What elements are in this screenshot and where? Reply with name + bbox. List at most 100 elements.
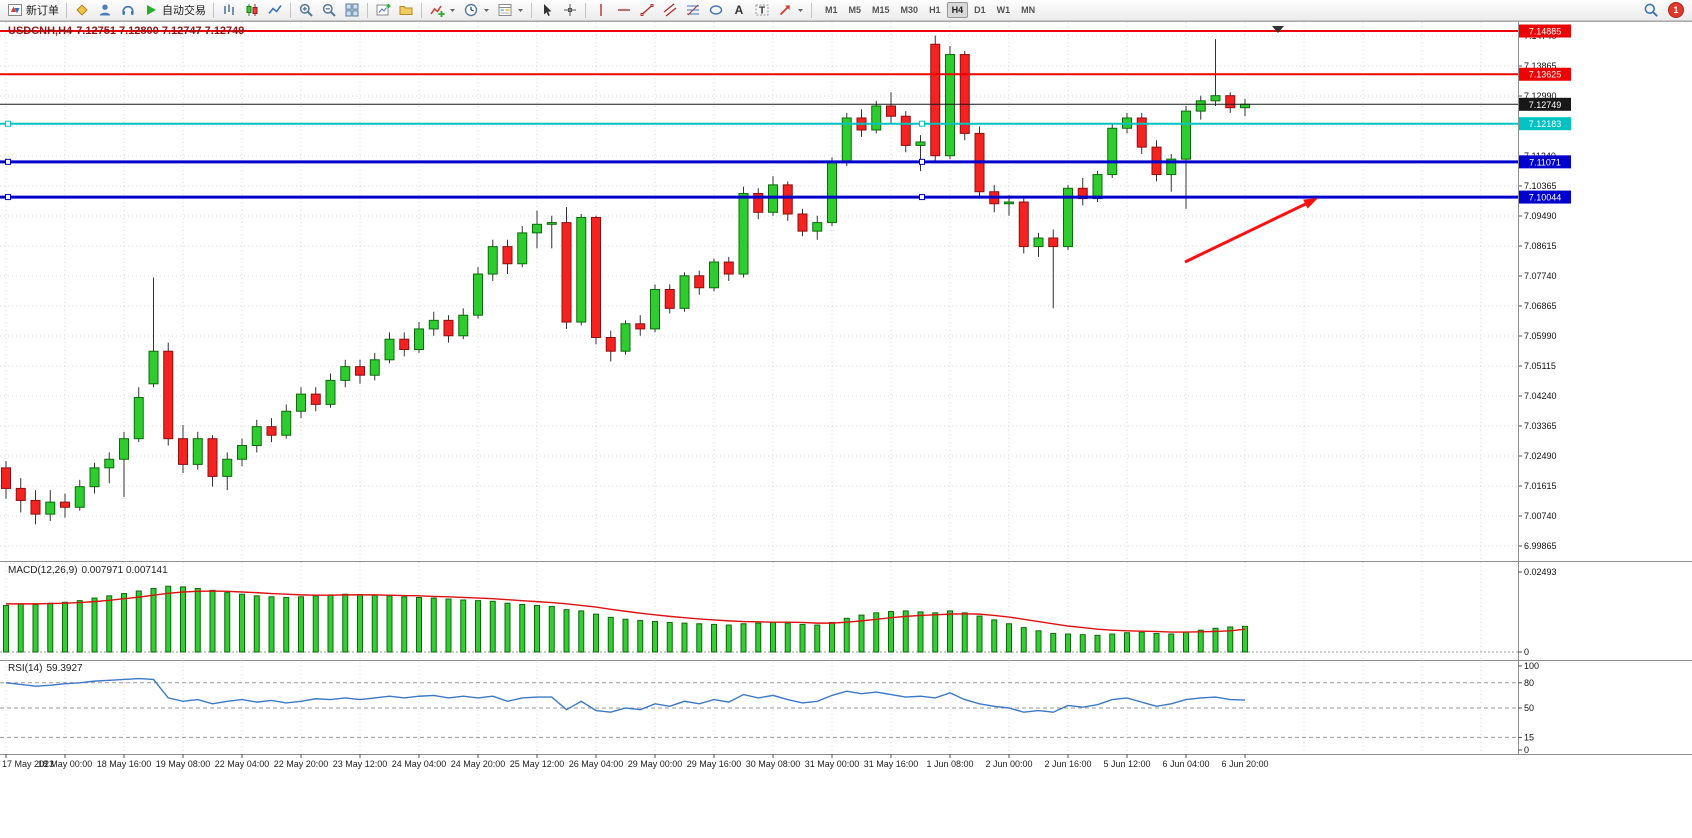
price-label-text: 7.12183 — [1529, 119, 1562, 129]
time-axis-label: 29 May 00:00 — [628, 759, 683, 769]
candle-up — [369, 359, 380, 376]
cursor-button[interactable] — [536, 1, 558, 19]
zoom-out-button[interactable] — [318, 1, 340, 19]
timeframe-button-h1[interactable]: H1 — [924, 2, 946, 18]
vertical-line-button[interactable] — [590, 1, 612, 19]
price-axis-label: 7.06865 — [1524, 301, 1557, 311]
line-chart-button[interactable] — [264, 1, 286, 19]
line-handle[interactable] — [919, 158, 925, 165]
line-handle[interactable] — [5, 158, 11, 165]
timeframe-group: M1 M5 M15 M30 H1 H4 D1 W1 MN — [820, 2, 1040, 18]
time-axis-label: 24 May 20:00 — [451, 759, 506, 769]
tile-windows-button[interactable] — [341, 1, 363, 19]
timeframe-button-w1[interactable]: W1 — [992, 2, 1016, 18]
trend-arrow-line[interactable] — [1184, 202, 1307, 264]
search-button[interactable] — [1640, 1, 1662, 19]
macd-histogram-bar — [47, 602, 54, 653]
symbol-name: USDCNH,H4 — [8, 25, 73, 37]
horizontal-line-button[interactable] — [613, 1, 635, 19]
macd-histogram-bar — [873, 612, 880, 653]
macd-histogram-bar — [607, 616, 614, 653]
macd-histogram-bar — [194, 587, 201, 653]
indicators-button[interactable] — [426, 1, 459, 19]
autotrading-icon — [147, 5, 156, 15]
candle-down — [959, 54, 970, 134]
macd-histogram-bar — [578, 610, 585, 653]
channel-button[interactable] — [659, 1, 681, 19]
macd-histogram-bar — [3, 604, 9, 653]
time-axis-label: 22 May 04:00 — [215, 759, 270, 769]
price-axis-label: 7.05115 — [1524, 361, 1556, 371]
mql5-button[interactable] — [71, 1, 93, 19]
macd-histogram-bar — [475, 600, 481, 653]
toolbar-separator — [66, 2, 67, 18]
trendline-button[interactable] — [636, 1, 658, 19]
time-axis-label: 31 May 16:00 — [864, 759, 919, 769]
line-handle[interactable] — [5, 194, 11, 201]
timeframe-button-d1[interactable]: D1 — [969, 2, 991, 18]
price-label-text: 7.13625 — [1529, 70, 1562, 80]
candle-up — [1092, 174, 1103, 200]
macd-histogram-bar — [681, 622, 688, 653]
line-handle[interactable] — [5, 120, 11, 127]
horizontal-line-icon — [618, 9, 630, 11]
macd-histogram-bar — [829, 621, 835, 653]
timeframe-button-m30[interactable]: M30 — [896, 2, 924, 18]
new-chart-button[interactable] — [372, 1, 394, 19]
timeframe-button-mn[interactable]: MN — [1016, 2, 1040, 18]
rsi-axis-label: 80 — [1524, 678, 1534, 688]
fibonacci-button[interactable] — [682, 1, 704, 19]
candle-down — [797, 213, 808, 232]
rsi-axis-label: 100 — [1524, 661, 1539, 671]
autotrading-button[interactable]: 自动交易 — [140, 1, 209, 19]
line-handle[interactable] — [919, 120, 925, 127]
arrows-button[interactable] — [774, 1, 807, 19]
profiles-button[interactable] — [395, 1, 417, 19]
trend-arrow-head[interactable] — [1303, 198, 1318, 209]
line-handle[interactable] — [919, 194, 925, 201]
candle-up — [546, 222, 557, 225]
candlestick-chart-button[interactable] — [241, 1, 263, 19]
price-axis-label: 7.02490 — [1524, 451, 1557, 461]
toolbar-separator — [531, 2, 532, 18]
chevron-down-icon — [450, 9, 455, 12]
cursor-icon — [544, 4, 552, 16]
candle-down — [900, 115, 911, 146]
periods-button[interactable] — [460, 1, 493, 19]
macd-histogram-bar — [224, 592, 231, 653]
timeframe-button-m15[interactable]: M15 — [867, 2, 895, 18]
candle-up — [517, 232, 528, 265]
notification-badge[interactable]: 1 — [1668, 2, 1684, 18]
trendline-icon — [640, 4, 654, 16]
chart-shift-marker[interactable] — [1272, 26, 1284, 33]
candle-down — [1077, 187, 1088, 200]
candle-down — [664, 288, 675, 309]
text-button[interactable]: A — [728, 1, 750, 19]
candle-up — [945, 54, 955, 157]
shapes-button[interactable] — [705, 1, 727, 19]
toolbar-separator — [811, 2, 812, 18]
toolbar-right: 1 — [1640, 1, 1688, 19]
crosshair-button[interactable] — [559, 1, 581, 19]
timeframe-button-m5[interactable]: M5 — [844, 2, 867, 18]
line-chart-icon — [268, 5, 282, 14]
toolbar-separator — [585, 2, 586, 18]
candle-down — [1048, 237, 1059, 248]
label-icon: T — [755, 4, 769, 17]
price-label-text: 7.12749 — [1529, 100, 1562, 110]
candle-down — [635, 323, 646, 330]
new-order-button[interactable]: 新订单 — [4, 1, 62, 19]
zoom-in-button[interactable] — [295, 1, 317, 19]
candle-up — [487, 246, 498, 275]
templates-button[interactable] — [494, 1, 527, 19]
macd-histogram-bar — [976, 615, 983, 653]
timeframe-button-m1[interactable]: M1 — [820, 2, 843, 18]
rsi-value: 59.3927 — [46, 663, 83, 674]
label-button[interactable]: T — [751, 1, 773, 19]
community-button[interactable] — [94, 1, 116, 19]
timeframe-button-h4[interactable]: H4 — [946, 2, 969, 18]
bar-chart-button[interactable] — [218, 1, 240, 19]
support-button[interactable] — [117, 1, 139, 19]
